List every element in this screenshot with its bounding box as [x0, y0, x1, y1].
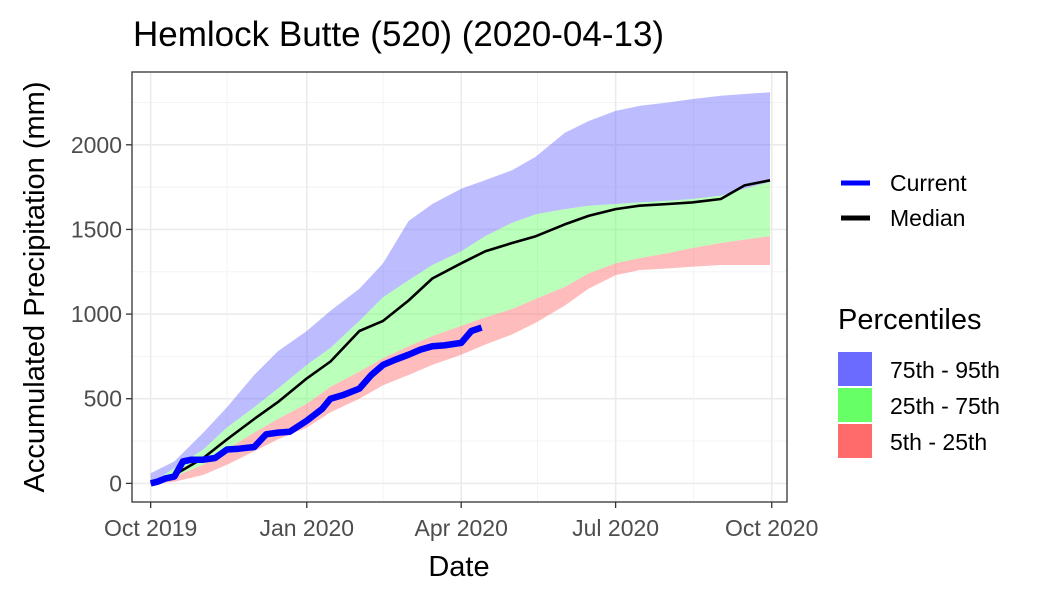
- chart-title: Hemlock Butte (520) (2020-04-13): [133, 15, 664, 54]
- legend-label-median: Median: [890, 205, 965, 231]
- x-tick-label: Oct 2019: [104, 515, 197, 541]
- y-tick-label: 500: [84, 386, 122, 412]
- x-axis-title: Date: [428, 551, 489, 583]
- plot-border: [131, 71, 788, 503]
- legend-swatch-5th-25th: [838, 424, 872, 458]
- series-lines: [149, 179, 771, 487]
- series-line-current: [149, 324, 483, 487]
- series-line-median: [150, 179, 771, 485]
- y-tick-label: 1000: [71, 301, 122, 327]
- x-tick-label: Jan 2020: [259, 515, 354, 541]
- legend-label-25th-75th: 25th - 75th: [890, 393, 1000, 419]
- band-25th-75th: [150, 182, 770, 484]
- band-75th-95th: [150, 92, 770, 484]
- legend-swatch-75th-95th: [838, 352, 872, 386]
- legend-title: Percentiles: [838, 304, 981, 336]
- y-tick-label: 2000: [71, 132, 122, 158]
- grid: [132, 72, 787, 502]
- legend-swatch-25th-75th: [838, 388, 872, 422]
- y-tick-label: 1500: [71, 216, 122, 242]
- legend-label-75th-95th: 75th - 95th: [890, 357, 1000, 383]
- axis-ticks: 0 500 1000 1500 2000 Oct 2019 Jan 2020 Apr 2020…: [71, 132, 819, 541]
- x-tick-label: Jul 2020: [572, 515, 659, 541]
- x-tick-label: Oct 2020: [725, 515, 818, 541]
- y-axis-title: Accumulated Precipitation (mm): [19, 82, 51, 493]
- legend-label-5th-25th: 5th - 25th: [890, 429, 987, 455]
- legend: Current Median Percentiles 75th - 95th 25th …: [838, 170, 1000, 458]
- x-tick-label: Apr 2020: [415, 515, 508, 541]
- y-tick-label: 0: [109, 470, 122, 496]
- legend-label-current: Current: [890, 170, 967, 196]
